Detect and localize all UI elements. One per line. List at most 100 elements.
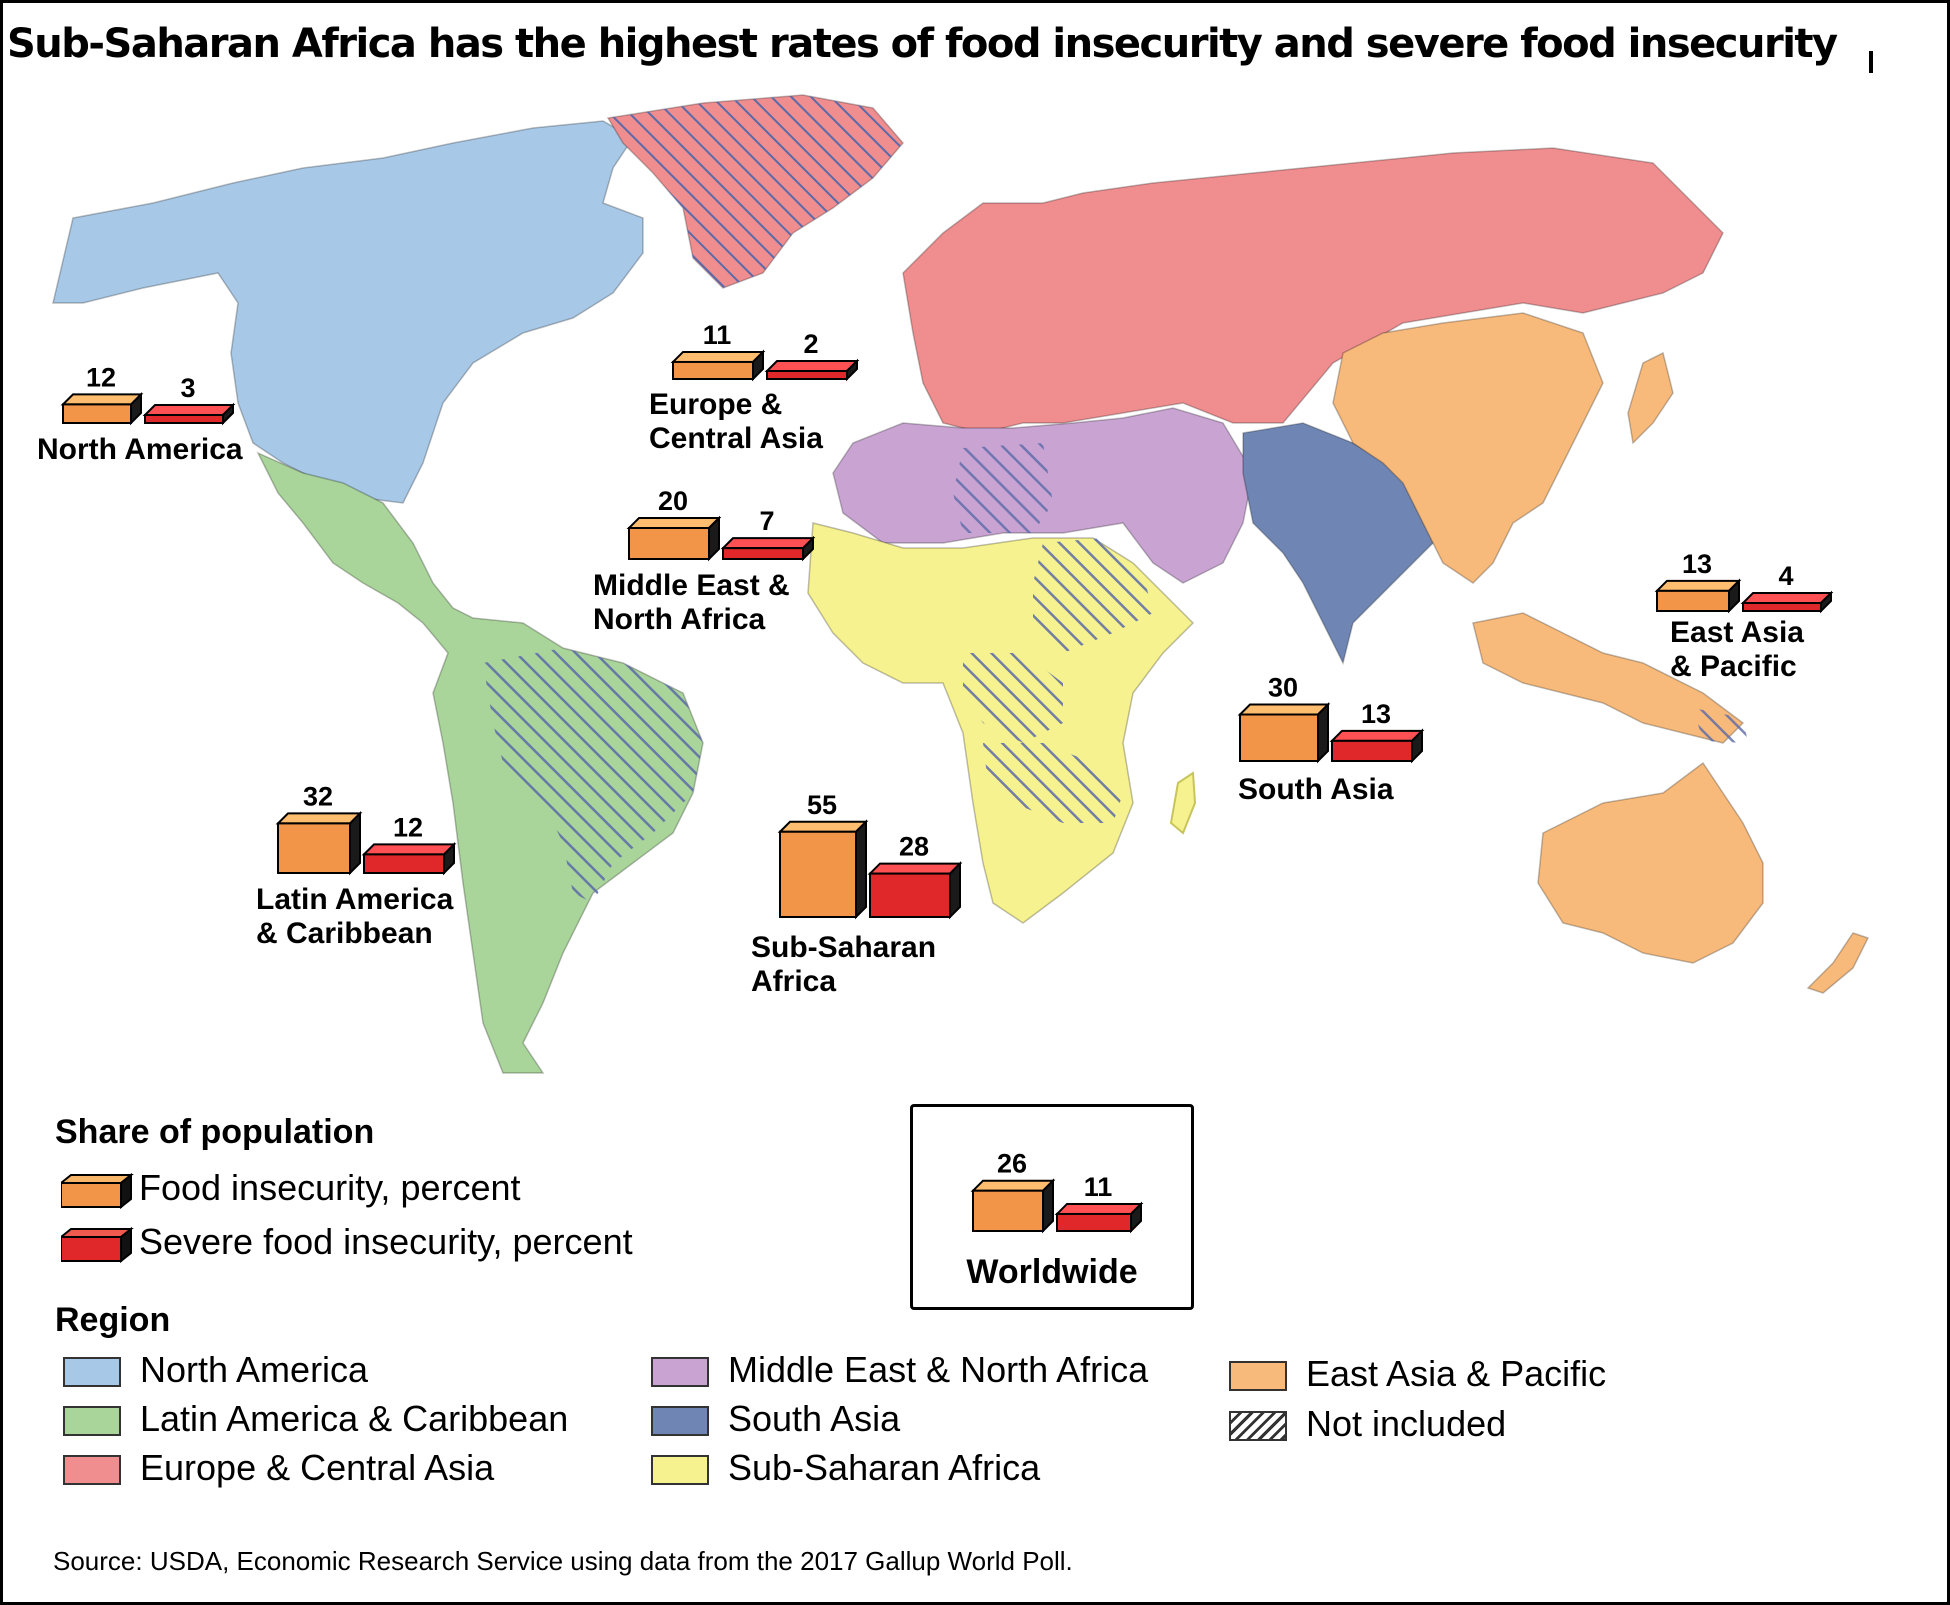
- worldwide-bar-layer: 26 11: [970, 1149, 1144, 1234]
- japan: [1627, 351, 1674, 445]
- bar-severe-latin-america-side: [443, 841, 455, 876]
- label-east-asia: East Asia & Pacific: [1670, 616, 1804, 683]
- bar-severe-latin-america: [361, 841, 457, 876]
- world-map: 12 3 32 12 11 2 20 7 55 28 30 13 13 4: [52, 94, 1870, 1074]
- bar-severe-middle-east: [720, 535, 816, 562]
- bar-food-insecurity-east-asia: [1654, 578, 1742, 614]
- label-latin-america: Latin America & Caribbean: [256, 883, 454, 950]
- bar-food-insecurity-south-asia-top: [1237, 703, 1331, 716]
- bar-food-insecurity-worldwide-top: [970, 1179, 1056, 1192]
- bar-food-insecurity-middle-east-top: [626, 517, 722, 529]
- value-food-insecurity-south-asia: 30: [1268, 673, 1298, 703]
- bar-food-insecurity-east-asia-face: [1656, 589, 1730, 612]
- legend-east-asia: East Asia & Pacific: [1306, 1353, 1607, 1394]
- bar-severe-latin-america-face: [363, 853, 445, 875]
- southeast-asia-islands: [1472, 612, 1745, 744]
- bar-food-insecurity-europe-central-asia-top: [670, 350, 766, 363]
- swatch-east-asia: [1229, 1361, 1287, 1391]
- share-heading: Share of population: [55, 1113, 375, 1151]
- bar-severe-middle-east-side: [802, 535, 814, 562]
- swatch-south-asia: [651, 1406, 709, 1436]
- bar-severe-worldwide-side: [1130, 1201, 1142, 1234]
- swatch-europe-central-asia: [63, 1455, 121, 1485]
- legend-europe-central-asia: Europe & Central Asia: [140, 1447, 495, 1488]
- region-east-asia: [1332, 312, 1604, 584]
- value-severe-east-asia: 4: [1778, 561, 1793, 591]
- bar-severe-latin-america-top: [361, 843, 457, 856]
- bar-food-insecurity-south-asia-side: [1317, 702, 1329, 764]
- africa-not-included-south: [983, 743, 1123, 823]
- bar-severe-east-asia-top: [1740, 592, 1834, 604]
- bar-severe-worldwide-face: [1056, 1212, 1132, 1232]
- swatch-latin-america: [63, 1406, 121, 1436]
- madagascar: [1169, 771, 1197, 835]
- value-severe-latin-america: 12: [393, 812, 423, 842]
- legend-food-insecurity: Food insecurity, percent: [139, 1167, 521, 1208]
- greenland-not-included: [608, 95, 903, 288]
- legend-not-included: Not included: [1306, 1403, 1507, 1444]
- legend-middle-east: Middle East & North Africa: [728, 1349, 1149, 1390]
- value-food-insecurity-latin-america: 32: [303, 781, 333, 811]
- bar-severe-sub-saharan-top: [867, 862, 963, 875]
- bar-severe-sub-saharan-side: [949, 861, 961, 920]
- value-food-insecurity-worldwide: 26: [997, 1149, 1027, 1179]
- bar-food-insecurity-sub-saharan-side: [855, 819, 867, 920]
- value-severe-worldwide: 11: [1084, 1172, 1113, 1202]
- bar-food-insecurity-north-america-face: [62, 403, 132, 424]
- africa-not-included-central: [963, 653, 1063, 743]
- label-south-asia: South Asia: [1238, 773, 1394, 806]
- bar-food-insecurity-worldwide-face: [972, 1189, 1044, 1232]
- bar-food-insecurity-north-america: [60, 391, 144, 426]
- bar-severe-sub-saharan-face: [869, 872, 951, 918]
- bar-food-insecurity-europe-central-asia-side: [752, 349, 764, 382]
- worldwide-box: 26 11 Worldwide: [910, 1104, 1194, 1310]
- bar-severe-europe-central-asia-top: [764, 360, 860, 372]
- bar-severe-worldwide-top: [1054, 1202, 1144, 1215]
- bar-severe-middle-east-face: [722, 547, 804, 561]
- bar-severe-north-america: [142, 402, 236, 426]
- bar-severe-worldwide: [1054, 1201, 1144, 1234]
- bar-severe-europe-central-asia-side: [846, 358, 858, 382]
- label-north-america: North America: [37, 433, 243, 466]
- bar-severe-north-america-top: [142, 404, 236, 416]
- value-severe-south-asia: 13: [1361, 699, 1391, 729]
- new-zealand: [1806, 932, 1870, 994]
- africa-not-included-north: [1033, 538, 1153, 653]
- bar-severe-south-asia-top: [1329, 729, 1425, 742]
- region-europe-central-asia: [902, 147, 1724, 434]
- legend-severe-food-insecurity: Severe food insecurity, percent: [139, 1221, 633, 1262]
- bar-severe-europe-central-asia-face: [766, 370, 848, 380]
- value-food-insecurity-sub-saharan: 55: [807, 790, 837, 820]
- food-insecurity-key: [61, 1172, 134, 1210]
- region-heading: Region: [55, 1301, 171, 1339]
- bar-food-insecurity-latin-america-top: [275, 812, 363, 825]
- severe-food-insecurity-key: [61, 1226, 134, 1264]
- legend-latin-america: Latin America & Caribbean: [140, 1398, 569, 1439]
- bar-food-insecurity-europe-central-asia: [670, 349, 766, 382]
- value-food-insecurity-middle-east: 20: [658, 486, 688, 516]
- value-severe-north-america: 3: [180, 373, 195, 403]
- bar-food-insecurity-south-asia-face: [1239, 713, 1319, 762]
- bar-food-insecurity-worldwide-side: [1042, 1178, 1054, 1234]
- label-worldwide: Worldwide: [966, 1253, 1138, 1291]
- value-food-insecurity-east-asia: 13: [1682, 549, 1712, 579]
- bar-food-insecurity-sub-saharan-top: [777, 820, 869, 833]
- bar-severe-north-america-side: [222, 402, 234, 426]
- libya-not-included: [953, 443, 1053, 533]
- value-severe-europe-central-asia: 2: [803, 329, 818, 359]
- bar-severe-east-asia-face: [1742, 602, 1822, 612]
- amazon-not-included: [483, 648, 703, 903]
- value-food-insecurity-north-america: 12: [86, 362, 116, 392]
- bar-severe-sub-saharan: [867, 861, 963, 920]
- region-north-america: [52, 120, 644, 504]
- bar-severe-east-asia-side: [1820, 590, 1832, 614]
- bar-severe-south-asia-face: [1331, 739, 1413, 762]
- bar-severe-europe-central-asia: [764, 358, 860, 382]
- bar-severe-middle-east-top: [720, 537, 816, 550]
- label-middle-east: Middle East & North Africa: [593, 569, 790, 636]
- swatch-not-included: [1229, 1411, 1287, 1441]
- swatch-sub-saharan: [651, 1455, 709, 1485]
- bar-severe-north-america-face: [144, 414, 224, 424]
- region-latin-america: [256, 451, 704, 1074]
